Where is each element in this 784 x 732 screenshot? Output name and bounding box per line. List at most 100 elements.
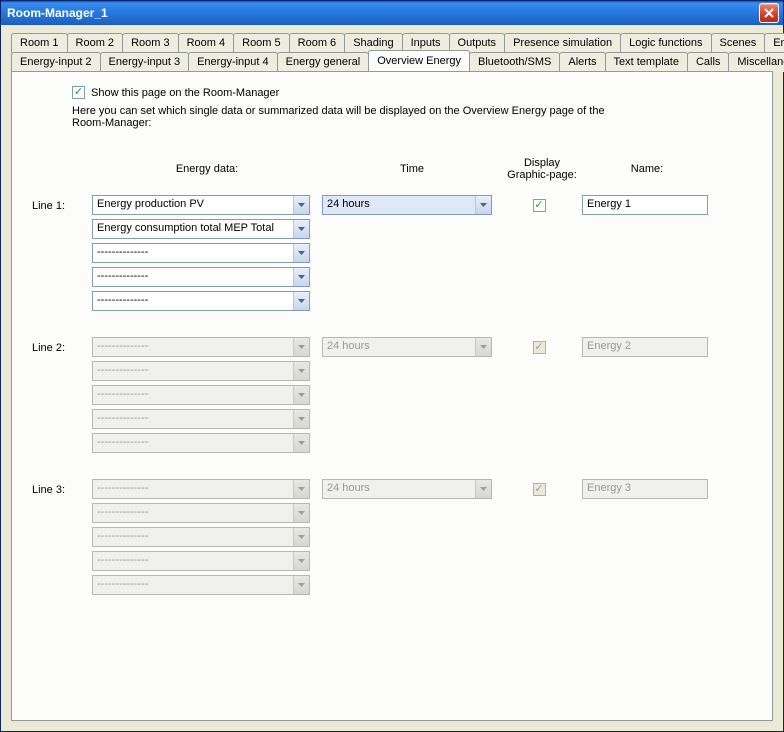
combo: -------------- xyxy=(92,575,310,595)
chevron-down-icon[interactable] xyxy=(293,268,309,286)
tab-row-2: Energy-input 2Energy-input 3Energy-input… xyxy=(11,52,773,72)
line-label: Line 2: xyxy=(32,340,92,354)
combo: -------------- xyxy=(92,503,310,523)
tab-energy-input-1[interactable]: Energy-input 1 xyxy=(764,33,784,53)
line-label: Line 1: xyxy=(32,198,92,212)
name-input[interactable]: Energy 1 xyxy=(582,195,708,215)
chevron-down-icon[interactable] xyxy=(293,220,309,238)
titlebar: Room-Manager_1 xyxy=(1,1,783,25)
tab-overview-energy[interactable]: Overview Energy xyxy=(368,50,470,72)
tab-panel-overview-energy: Show this page on the Room-Manager Here … xyxy=(11,71,773,721)
show-page-label: Show this page on the Room-Manager xyxy=(91,87,279,99)
combo: 24 hours xyxy=(322,479,492,499)
combo-value: 24 hours xyxy=(323,196,475,214)
combo-value: -------------- xyxy=(93,528,293,546)
tab-miscellaneous[interactable]: Miscellaneous xyxy=(728,52,784,72)
combo[interactable]: Energy consumption total MEP Total xyxy=(92,219,310,239)
combo-value: Energy consumption total MEP Total xyxy=(93,220,293,238)
chevron-down-icon xyxy=(475,338,491,356)
chevron-down-icon xyxy=(293,576,309,594)
tab-room-1[interactable]: Room 1 xyxy=(11,33,68,53)
combo[interactable]: -------------- xyxy=(92,291,310,311)
chevron-down-icon xyxy=(293,362,309,380)
tab-room-6[interactable]: Room 6 xyxy=(289,33,346,53)
chevron-down-icon xyxy=(293,480,309,498)
display-checkbox xyxy=(533,483,546,496)
combo-value: Energy production PV xyxy=(93,196,293,214)
display-checkbox[interactable] xyxy=(533,199,546,212)
combo-value: -------------- xyxy=(93,504,293,522)
line-label: Line 3: xyxy=(32,482,92,496)
page-description: Here you can set which single data or su… xyxy=(72,105,632,129)
combo-value: -------------- xyxy=(93,386,293,404)
combo: -------------- xyxy=(92,551,310,571)
tab-control: Room 1Room 2Room 3Room 4Room 5Room 6Shad… xyxy=(11,33,773,72)
header-time: Time xyxy=(322,163,502,185)
chevron-down-icon xyxy=(293,410,309,428)
tab-room-4[interactable]: Room 4 xyxy=(178,33,235,53)
chevron-down-icon xyxy=(293,434,309,452)
combo[interactable]: 24 hours xyxy=(322,195,492,215)
combo-value: 24 hours xyxy=(323,480,475,498)
combo: -------------- xyxy=(92,409,310,429)
tab-energy-input-4[interactable]: Energy-input 4 xyxy=(188,52,278,72)
chevron-down-icon xyxy=(293,552,309,570)
combo[interactable]: -------------- xyxy=(92,267,310,287)
header-name: Name: xyxy=(582,163,712,185)
tab-energy-general[interactable]: Energy general xyxy=(277,52,370,72)
window-title: Room-Manager_1 xyxy=(7,6,759,20)
tab-room-2[interactable]: Room 2 xyxy=(67,33,124,53)
settings-grid: Energy data: Time Display Graphic-page: … xyxy=(32,157,752,595)
combo-value: -------------- xyxy=(93,292,293,310)
combo: -------------- xyxy=(92,361,310,381)
chevron-down-icon[interactable] xyxy=(293,196,309,214)
combo-value: -------------- xyxy=(93,362,293,380)
combo-value: -------------- xyxy=(93,410,293,428)
chevron-down-icon[interactable] xyxy=(475,196,491,214)
close-button[interactable] xyxy=(759,3,779,23)
tab-room-3[interactable]: Room 3 xyxy=(122,33,179,53)
chevron-down-icon[interactable] xyxy=(293,244,309,262)
combo: -------------- xyxy=(92,479,310,499)
header-display: Display Graphic-page: xyxy=(502,157,582,191)
tab-bluetooth-sms[interactable]: Bluetooth/SMS xyxy=(469,52,560,72)
combo: -------------- xyxy=(92,385,310,405)
name-input: Energy 2 xyxy=(582,337,708,357)
chevron-down-icon[interactable] xyxy=(293,292,309,310)
combo-value: -------------- xyxy=(93,244,293,262)
chevron-down-icon xyxy=(293,386,309,404)
combo-value: -------------- xyxy=(93,338,293,356)
name-input: Energy 3 xyxy=(582,479,708,499)
display-checkbox xyxy=(533,341,546,354)
chevron-down-icon xyxy=(293,528,309,546)
combo-value: -------------- xyxy=(93,480,293,498)
combo-value: -------------- xyxy=(93,576,293,594)
tab-scenes[interactable]: Scenes xyxy=(711,33,766,53)
chevron-down-icon xyxy=(293,504,309,522)
combo-value: -------------- xyxy=(93,434,293,452)
tab-text-template[interactable]: Text template xyxy=(605,52,688,72)
header-energy: Energy data: xyxy=(92,163,322,185)
tab-calls[interactable]: Calls xyxy=(687,52,729,72)
combo: -------------- xyxy=(92,433,310,453)
combo[interactable]: -------------- xyxy=(92,243,310,263)
combo-value: -------------- xyxy=(93,552,293,570)
combo: 24 hours xyxy=(322,337,492,357)
tab-alerts[interactable]: Alerts xyxy=(559,52,605,72)
combo: -------------- xyxy=(92,527,310,547)
tab-energy-input-3[interactable]: Energy-input 3 xyxy=(100,52,190,72)
combo-value: 24 hours xyxy=(323,338,475,356)
combo: -------------- xyxy=(92,337,310,357)
tab-energy-input-2[interactable]: Energy-input 2 xyxy=(11,52,101,72)
chevron-down-icon xyxy=(293,338,309,356)
close-icon xyxy=(764,8,774,18)
tab-logic-functions[interactable]: Logic functions xyxy=(620,33,711,53)
combo[interactable]: Energy production PV xyxy=(92,195,310,215)
combo-value: -------------- xyxy=(93,268,293,286)
tab-room-5[interactable]: Room 5 xyxy=(233,33,290,53)
dialog-window: Room-Manager_1 Room 1Room 2Room 3Room 4R… xyxy=(0,0,784,732)
show-page-checkbox[interactable] xyxy=(72,86,85,99)
chevron-down-icon xyxy=(475,480,491,498)
tab-presence-simulation[interactable]: Presence simulation xyxy=(504,33,621,53)
client-area: Room 1Room 2Room 3Room 4Room 5Room 6Shad… xyxy=(1,25,783,731)
